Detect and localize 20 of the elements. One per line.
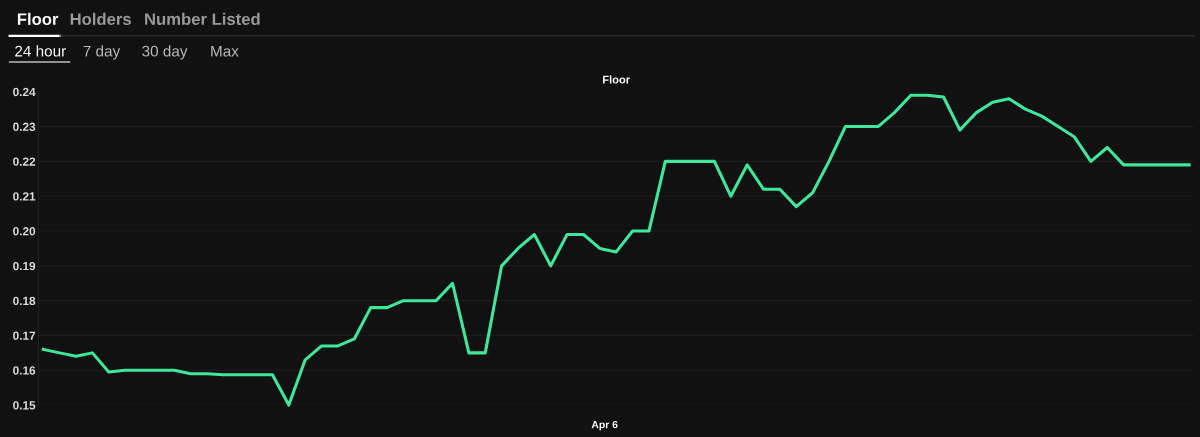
text: Max: [211, 45, 239, 57]
y-tick-label: 0.21: [13, 192, 36, 201]
text: 24 hour: [15, 45, 66, 57]
text: 7 day: [83, 45, 121, 60]
text: Holders: [70, 12, 131, 26]
y-tick-label: 0.17: [13, 331, 36, 340]
y-tick-label: 0.23: [13, 122, 36, 131]
text: Floor: [17, 12, 59, 26]
y-tick-label: 0.22: [13, 157, 36, 166]
y-tick-label: 0.20: [13, 227, 36, 236]
text: Apr 6: [591, 420, 618, 431]
y-tick-label: 0.15: [13, 401, 36, 410]
y-tick-label: 0.19: [13, 261, 36, 271]
y-tick-label: 0.16: [13, 366, 36, 375]
y-tick-label: 0.24: [13, 87, 36, 97]
text: 30 day: [142, 45, 188, 60]
line-series: [41, 93, 1191, 407]
y-tick-label: 0.18: [13, 296, 36, 306]
text: Number Listed: [145, 12, 260, 26]
chart-title: Floor: [603, 75, 630, 84]
